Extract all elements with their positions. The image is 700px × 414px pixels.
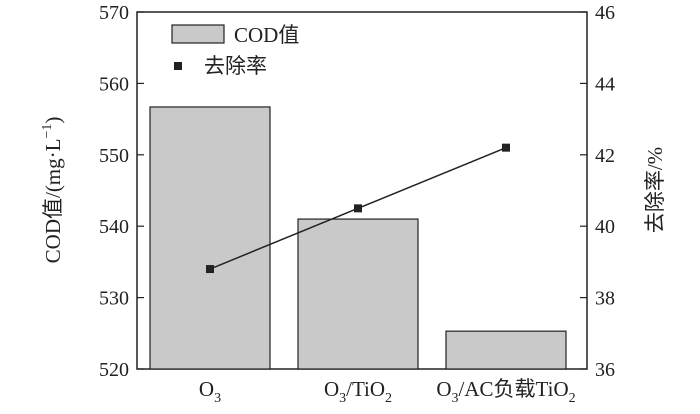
legend-marker-removal	[174, 62, 182, 70]
legend-label-cod: COD值	[234, 23, 299, 47]
x-category-label-2: O3/TiO2	[324, 377, 392, 406]
y-right-tick-label: 42	[595, 145, 615, 167]
bar-cod-2	[297, 218, 419, 370]
y-right-tick-label: 36	[595, 359, 615, 381]
y-right-tick-label: 44	[595, 73, 615, 95]
bar-cod-1	[149, 106, 271, 370]
y-left-tick-label: 560	[99, 73, 129, 95]
y-axis-right-title: 去除率/%	[643, 147, 667, 233]
y-left-tick-label: 570	[99, 2, 129, 24]
bar-cod-3	[445, 330, 567, 370]
point-removal-1	[206, 265, 214, 274]
y-axis-left-title: COD值/(mg·L−1)	[40, 117, 65, 264]
legend: COD值 去除率	[171, 23, 299, 78]
y-right-tick-label: 38	[595, 288, 615, 310]
point-removal-2	[354, 204, 362, 213]
y-left-tick-label: 540	[99, 216, 129, 238]
x-category-label-1: O3	[199, 377, 221, 406]
legend-swatch-cod	[171, 24, 225, 44]
y-right-tick-label: 40	[595, 216, 615, 238]
y-left-tick-label: 530	[99, 288, 129, 310]
y-left-tick-label: 520	[99, 359, 129, 381]
point-removal-3	[502, 143, 510, 152]
legend-label-removal: 去除率	[204, 54, 267, 78]
y-right-tick-label: 46	[595, 2, 615, 24]
y-left-tick-label: 550	[99, 145, 129, 167]
x-category-label-3: O3/AC负载TiO2	[436, 377, 575, 406]
